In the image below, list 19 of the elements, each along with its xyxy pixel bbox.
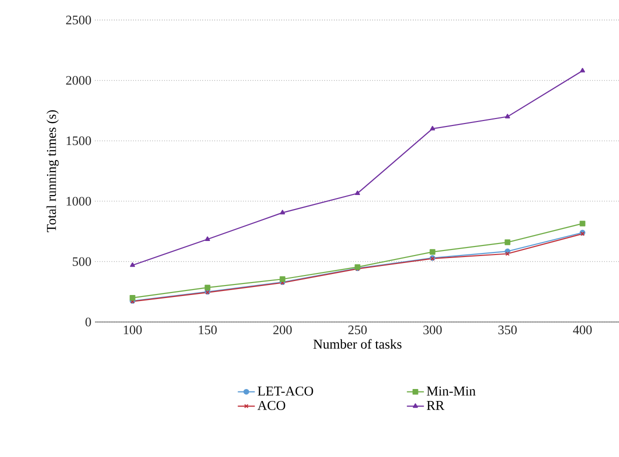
x-tick-label: 150 [198, 326, 217, 334]
x-tick-label: 400 [573, 326, 592, 334]
x-tick-label: 350 [498, 326, 517, 334]
y-tick-label: 2000 [66, 76, 91, 85]
legend-label: ACO [257, 400, 286, 410]
x-tick-label: 200 [273, 326, 292, 334]
y-axis-title: Total running times (s) [46, 110, 59, 232]
legend-label: LET-ACO [258, 386, 314, 396]
x-axis-title: Number of tasks [313, 339, 402, 349]
y-tick-label: 2500 [66, 16, 91, 24]
y-tick-label: 500 [72, 257, 91, 266]
legend-label: Min-Min [426, 386, 476, 396]
x-tick-label: 300 [423, 326, 442, 334]
legend-label: RR [426, 401, 444, 410]
x-tick-label: 100 [124, 326, 142, 334]
y-tick-label: 0 [86, 318, 91, 326]
y-tick-label: 1500 [66, 136, 91, 146]
x-tick-label: 250 [348, 326, 367, 334]
y-tick-label: 1000 [66, 196, 91, 206]
